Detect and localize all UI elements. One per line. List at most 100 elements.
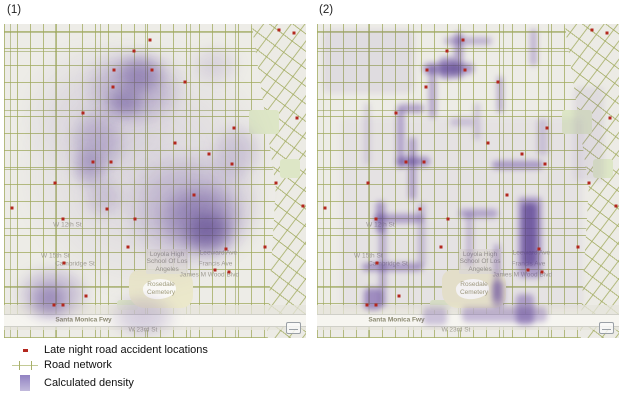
street-name-label: Francis Ave [511, 260, 546, 268]
street-name-label: Leeward Ave [512, 249, 551, 257]
accident-point [366, 181, 370, 185]
legend: Late night road accident locations Road … [6, 344, 208, 391]
accident-point [173, 141, 177, 145]
park-area [280, 159, 300, 178]
accident-point [112, 68, 116, 72]
accident-point [61, 217, 65, 221]
accident-point [213, 268, 217, 272]
accident-point [587, 181, 591, 185]
legend-item-road-network: Road network [6, 359, 208, 371]
accident-point [374, 217, 378, 221]
street-name-label: Cambridge St [55, 260, 95, 268]
street-name-label: W 15th St [41, 252, 70, 260]
accident-point [132, 49, 136, 53]
accident-point [183, 80, 187, 84]
accident-point [126, 245, 130, 249]
school-area: Loyola High School Of Los Angeles [458, 248, 502, 274]
accident-point [445, 49, 449, 53]
accident-point [109, 160, 113, 164]
accident-point [148, 38, 152, 42]
freeway-band: Santa Monica Fwy [317, 313, 619, 327]
accident-point [53, 181, 57, 185]
accident-point [374, 303, 378, 307]
accident-point [605, 31, 609, 35]
accident-point [537, 247, 541, 250]
accident-point [526, 268, 530, 272]
accident-point [590, 28, 594, 32]
accident-point [227, 270, 231, 274]
accident-point [404, 160, 408, 164]
freeway-label: Santa Monica Fwy [368, 316, 425, 324]
cemetery-label: Rosedale Cemetery [459, 281, 489, 296]
accident-point [424, 85, 428, 89]
accident-point [224, 247, 228, 250]
accident-point [192, 193, 196, 197]
accident-point [543, 162, 547, 166]
accident-point [81, 111, 85, 115]
legend-symbol-cell [6, 375, 44, 391]
accident-point [277, 28, 281, 32]
density-gradient-icon [20, 375, 30, 391]
street-name-label: W 23rd St [441, 326, 471, 334]
park-area [248, 110, 279, 134]
accident-point [446, 217, 450, 221]
accident-point [323, 206, 327, 210]
legend-symbol-cell [6, 348, 44, 352]
street-name-label: W 12th St [53, 221, 82, 229]
accident-point [207, 152, 211, 156]
accident-point [365, 303, 369, 307]
accident-point [418, 207, 422, 211]
accident-point [295, 116, 299, 120]
school-area: Loyola High School Of Los Angeles [145, 248, 189, 274]
accident-point [397, 294, 401, 298]
accident-point [292, 31, 296, 35]
accident-point [540, 270, 544, 274]
school-label: Loyola High School Of Los Angeles [146, 250, 188, 274]
accident-point [439, 245, 443, 249]
cemetery-area: Rosedale Cemetery [129, 270, 193, 309]
accident-point [463, 68, 467, 72]
accident-point [496, 80, 500, 84]
accident-point [232, 126, 236, 130]
accident-point [425, 68, 429, 72]
street-name-label: Leeward Ave [199, 249, 238, 257]
street-name-label: W 12th St [366, 221, 395, 229]
accident-point [84, 294, 88, 298]
freeway-label: Santa Monica Fwy [55, 316, 112, 324]
accident-point [230, 162, 234, 166]
legend-symbol-cell [6, 360, 44, 370]
accident-point [608, 116, 612, 120]
road-network-icon [12, 360, 38, 370]
accident-point [274, 181, 278, 185]
accident-point [422, 160, 426, 164]
freeway-band: Santa Monica Fwy [4, 313, 306, 327]
accident-point [614, 204, 618, 208]
map-panel-network-density: Rosedale Cemetery Loyola High School Of Los… [317, 24, 619, 338]
panel-2-label: (2) [319, 4, 334, 16]
legend-item-accidents: Late night road accident locations [6, 344, 208, 356]
legend-item-density: Calculated density [6, 375, 208, 391]
accident-point [545, 126, 549, 130]
cemetery-label: Rosedale Cemetery [146, 281, 176, 296]
accident-point [52, 303, 56, 307]
accident-point-icon [22, 348, 28, 352]
accident-point [263, 245, 267, 249]
accident-point [576, 245, 580, 249]
street-name-label: W 23rd St [128, 326, 158, 334]
accident-point [111, 85, 115, 89]
map-attribution-icon [599, 322, 614, 334]
accident-point [133, 217, 137, 221]
accident-point [520, 152, 524, 156]
legend-label-road-network: Road network [44, 359, 112, 371]
accident-point [91, 160, 95, 164]
legend-label-density: Calculated density [44, 377, 134, 389]
street-name-label: Cambridge St [368, 260, 408, 268]
park-area [593, 159, 613, 178]
accident-point [105, 207, 109, 211]
accident-point [486, 141, 490, 145]
school-label: Loyola High School Of Los Angeles [459, 250, 501, 274]
map-panel-planar-density: Rosedale Cemetery Loyola High School Of Los… [4, 24, 306, 338]
street-name-label: Francis Ave [198, 260, 233, 268]
street-name-label: W 15th St [354, 252, 383, 260]
